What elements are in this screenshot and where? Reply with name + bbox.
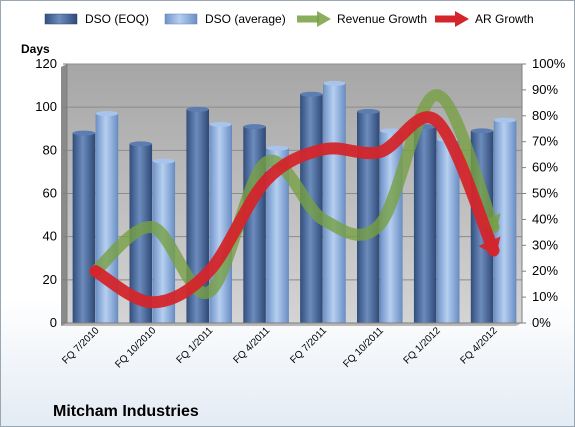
legend-label: Revenue Growth — [337, 12, 427, 26]
growth-lines — [89, 89, 501, 309]
bar-top — [323, 80, 346, 86]
x-tick-label: FQ 1/2011 — [175, 325, 216, 366]
bar-top — [209, 121, 232, 127]
x-tick-label: FQ 7/2010 — [60, 325, 101, 366]
bar-dso-eoq — [357, 111, 380, 324]
y2-tick-label: 60% — [532, 160, 558, 175]
y2-tick-label: 70% — [532, 134, 558, 149]
y-axis-ticks: 0 20 40 60 80 100 120 — [35, 56, 57, 330]
legend-label: DSO (EOQ) — [85, 12, 149, 26]
bar-dso-eoq — [72, 132, 96, 324]
legend-swatch — [44, 13, 78, 25]
line-start-cap — [90, 266, 101, 277]
y-tick-label: 120 — [35, 56, 57, 71]
bar-top — [186, 106, 209, 112]
y-tick-label: 0 — [50, 315, 57, 330]
y2-axis-ticks: 0% 10% 20% 30% 40% 50% 60% 70% 80% 90% 100% — [532, 56, 566, 330]
x-tick-label: FQ 1/2012 — [402, 325, 443, 366]
legend-swatch — [164, 13, 198, 25]
y2-tick-label: 30% — [532, 237, 558, 252]
x-tick-label: FQ 10/2011 — [341, 325, 386, 370]
bar-top — [266, 145, 289, 151]
legend: DSO (EOQ) DSO (average) Revenue Growth AR G… — [44, 11, 534, 27]
legend-arrow — [455, 11, 469, 27]
y-axis-title: Days — [21, 42, 50, 56]
y2-tick-label: 10% — [532, 289, 558, 304]
plot-floor — [61, 323, 522, 326]
bar-top — [471, 128, 494, 134]
arrowhead — [478, 213, 501, 233]
line-ar-growth — [89, 111, 500, 309]
y-tick-label: 100 — [35, 99, 57, 114]
bar-dso-eoq — [243, 126, 266, 324]
legend-label: DSO (average) — [205, 12, 286, 26]
y-tick-label: 40 — [43, 229, 57, 244]
y2-tick-label: 0% — [532, 315, 551, 330]
y2-tick-label: 40% — [532, 211, 558, 226]
x-tick-label: FQ 7/2011 — [288, 325, 329, 366]
y2-tick-label: 90% — [532, 82, 558, 97]
arrowhead — [478, 236, 501, 256]
bar-dso-eoq — [413, 126, 437, 324]
plot-side-wall — [61, 64, 67, 326]
bar-top — [152, 158, 175, 164]
x-tick-label: FQ 10/2010 — [113, 325, 158, 370]
y-tick-label: 60 — [43, 186, 57, 201]
legend-arrow — [317, 11, 331, 27]
y-tick-label: 20 — [43, 272, 57, 287]
line-revenue-growth — [89, 89, 500, 299]
bar-top — [129, 141, 152, 147]
y2-tick-label: 80% — [532, 108, 558, 123]
x-tick-label: FQ 4/2011 — [232, 325, 273, 366]
bar-top — [357, 108, 380, 114]
y-tick-label: 80 — [43, 142, 57, 157]
y2-tick-label: 20% — [532, 263, 558, 278]
legend-label: AR Growth — [475, 12, 534, 26]
bar-top — [300, 91, 323, 97]
bar-top — [243, 124, 266, 130]
x-tick-label: FQ 4/2012 — [458, 325, 499, 366]
company-name: Mitcham Industries — [53, 403, 199, 420]
bar-top — [95, 111, 118, 117]
bar-dso-average — [323, 83, 346, 324]
y2-tick-label: 50% — [532, 186, 558, 201]
bar-top — [72, 130, 95, 136]
axes — [63, 63, 526, 324]
y2-tick-label: 100% — [532, 56, 566, 71]
x-axis-ticks: FQ 7/2010 FQ 10/2010 FQ 1/2011 FQ 4/2011 FQ … — [60, 325, 500, 370]
bar-top — [494, 117, 517, 123]
